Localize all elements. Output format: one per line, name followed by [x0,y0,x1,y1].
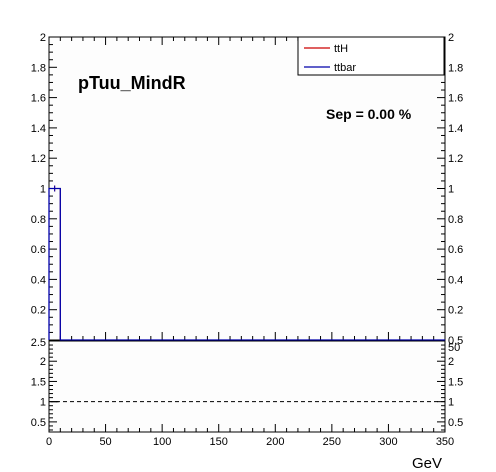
main-ytick-label: 1.4 [31,123,46,135]
plot-title: pTuu_MindR [78,73,186,93]
main-series-layer [48,185,445,341]
series-line-ttbar [48,187,445,341]
main-ytick-label: 0.4 [31,274,46,286]
ratio-xtick-label: 250 [323,436,341,448]
main-ytick-label: 0.2 [31,305,46,317]
main-ytick-label: 1.6 [31,93,46,105]
main-ytick-label: 1.2 [31,153,46,165]
main-ytick-label: 1.8 [31,62,46,74]
ratio-ytick-label-right: 0.5 [448,417,463,429]
legend: ttH ttbar [297,36,445,76]
separation-annotation: Sep = 0.00 % [326,106,412,122]
main-ytick-label-right: 1.2 [448,153,463,165]
ratio-ytick-label-right: 2 [448,356,454,368]
ratio-ytick-label-right: 1.5 [448,376,463,388]
main-ytick-label-right: 0.2 [448,305,463,317]
ratio-xtick-label: 150 [210,436,228,448]
x-axis-unit-label: GeV [412,455,442,472]
main-ytick-label-right-zero: 0.5 [448,335,463,347]
ratio-xtick-label: 350 [436,436,454,448]
main-ytick-label-right: 2 [448,32,454,44]
ratio-xtick-label: 100 [153,436,171,448]
ratio-ytick-label: 0.5 [31,417,46,429]
ratio-xtick-label: 50 [99,436,111,448]
ratio-ytick-label-right: 1 [448,397,454,409]
main-ytick-label: 0.6 [31,244,46,256]
main-ytick-label-right: 1.8 [448,62,463,74]
legend-box [297,36,445,76]
main-ytick-label-right: 0.4 [448,274,463,286]
main-ytick-label-right: 0.8 [448,214,463,226]
ratio-ytick-label-right-top: 50 [448,342,460,354]
ratio-xtick-label: 200 [266,436,284,448]
ratio-xtick-label: 0 [46,436,52,448]
main-ytick-label-right: 1.4 [448,123,463,135]
main-plot-frame [48,36,446,341]
main-ytick-label: 1 [40,184,46,196]
main-ytick-label-right: 1 [448,184,454,196]
main-ytick-label: 0.8 [31,214,46,226]
main-ytick-label: 2 [40,32,46,44]
legend-label-ttbar: ttbar [334,62,356,74]
main-ytick-label-right: 1.6 [448,93,463,105]
legend-label-tth: ttH [334,43,348,55]
ratio-xtick-label: 300 [379,436,397,448]
ratio-ytick-label: 2 [40,356,46,368]
ratio-ytick-label: 1.5 [31,376,46,388]
main-ytick-label-right: 0.6 [448,244,463,256]
ratio-ytick-label: 1 [40,397,46,409]
main-ytick-label-left-zero: 2.5 [31,337,46,349]
ratio-plot-frame [48,340,446,433]
